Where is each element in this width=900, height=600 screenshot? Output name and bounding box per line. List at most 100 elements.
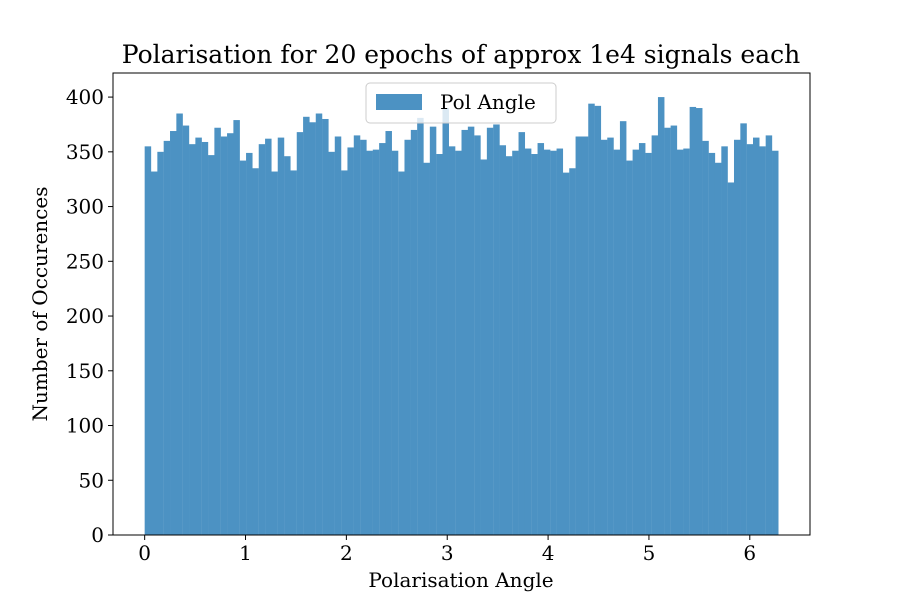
y-tick-label: 250 xyxy=(66,249,104,273)
histogram-bar xyxy=(714,162,722,535)
histogram-bar xyxy=(727,182,735,535)
histogram-bar xyxy=(398,171,405,535)
histogram-bar xyxy=(220,136,228,536)
histogram-bar xyxy=(157,151,164,535)
histogram-bar xyxy=(353,135,361,536)
histogram-bar xyxy=(277,137,285,536)
y-axis-label: Number of Occurences xyxy=(28,187,52,422)
histogram-bar xyxy=(258,144,266,535)
histogram-bar xyxy=(252,168,259,535)
histogram-bar xyxy=(638,143,646,535)
histogram-bar xyxy=(537,143,545,535)
histogram-bar xyxy=(442,108,449,535)
histogram-bar xyxy=(569,168,576,535)
histogram-bar xyxy=(170,131,177,536)
histogram-bar xyxy=(189,144,196,535)
histogram-bar xyxy=(619,121,627,535)
histogram-bar xyxy=(607,137,614,536)
legend: Pol Angle xyxy=(365,82,557,124)
y-tick-label: 300 xyxy=(66,195,104,219)
histogram-bar xyxy=(315,113,323,535)
histogram-bar xyxy=(455,150,462,535)
histogram-bar xyxy=(360,139,367,536)
histogram-bar xyxy=(759,146,766,535)
histogram-bar xyxy=(328,151,335,535)
histogram-bar xyxy=(309,122,316,535)
y-tick-label: 400 xyxy=(66,85,104,109)
histogram-bar xyxy=(233,120,240,535)
x-tick-label: 5 xyxy=(643,541,656,565)
x-tick-label: 3 xyxy=(441,541,454,565)
histogram-bar xyxy=(341,170,348,535)
histogram-bar xyxy=(385,131,392,536)
x-tick-label: 4 xyxy=(542,541,555,565)
histogram-bar xyxy=(505,156,513,535)
histogram-bar xyxy=(303,116,310,535)
histogram-bar xyxy=(613,149,621,535)
histogram-bar xyxy=(201,141,209,535)
histogram-bar xyxy=(322,118,329,535)
histogram-bar xyxy=(296,132,304,536)
histogram-bar xyxy=(676,149,684,535)
histogram-bar xyxy=(670,125,678,535)
histogram-bar xyxy=(334,136,342,536)
histogram-bar xyxy=(746,144,754,535)
histogram-bar xyxy=(493,124,500,535)
histogram-bar xyxy=(512,150,519,535)
histogram-bar xyxy=(404,139,411,536)
histogram-bar xyxy=(176,113,183,535)
histogram-bar xyxy=(372,149,380,535)
histogram-bar xyxy=(556,148,564,535)
histogram-bar xyxy=(575,136,583,536)
histogram-bar xyxy=(436,154,443,535)
histogram-bar xyxy=(581,136,589,536)
histogram-bar xyxy=(227,133,234,536)
histogram-bar xyxy=(239,160,247,535)
histogram-bar xyxy=(550,150,557,535)
y-tick-label: 150 xyxy=(66,359,104,383)
histogram-bar xyxy=(265,138,272,536)
histogram-bar xyxy=(144,146,152,535)
histogram-bar xyxy=(486,127,494,536)
x-axis-label: Polarisation Angle xyxy=(368,568,553,592)
histogram-bar xyxy=(543,149,551,535)
histogram-bar xyxy=(366,150,373,535)
legend-swatch xyxy=(376,94,422,110)
histogram-bar xyxy=(290,170,297,535)
histogram-bar xyxy=(600,139,608,536)
histogram-bar xyxy=(410,129,418,536)
histogram-bar xyxy=(195,137,202,536)
histogram-bar xyxy=(689,106,697,535)
histogram-bar xyxy=(480,159,488,535)
histogram-bar xyxy=(379,143,386,535)
x-tick-label: 6 xyxy=(743,541,756,565)
histogram-bar xyxy=(467,126,475,536)
histogram-bar xyxy=(182,125,190,535)
histogram-bar xyxy=(645,152,652,535)
histogram-bar xyxy=(524,148,532,535)
histogram-bar xyxy=(518,132,526,536)
histogram-bar xyxy=(417,117,424,535)
histogram-bar xyxy=(151,171,158,535)
histogram-bar xyxy=(423,162,430,535)
y-tick-label: 200 xyxy=(66,304,104,328)
legend-label: Pol Angle xyxy=(440,90,536,114)
histogram-bar xyxy=(702,140,709,535)
histogram-bar xyxy=(284,156,291,535)
y-tick-label: 100 xyxy=(66,414,104,438)
y-tick-label: 0 xyxy=(91,523,104,547)
histogram-bar xyxy=(531,154,538,535)
histogram-bar xyxy=(632,149,640,535)
histogram-bar xyxy=(733,139,741,536)
histogram-bars xyxy=(144,97,779,536)
histogram-bar xyxy=(448,146,456,535)
histogram-bar xyxy=(708,152,716,535)
histogram-bar xyxy=(651,135,659,536)
histogram-bar xyxy=(391,150,399,535)
histogram-bar xyxy=(721,146,728,535)
legend-box xyxy=(365,82,557,124)
histogram-bar xyxy=(429,126,437,536)
histogram-bar xyxy=(594,105,602,536)
histogram-bar xyxy=(562,172,570,535)
